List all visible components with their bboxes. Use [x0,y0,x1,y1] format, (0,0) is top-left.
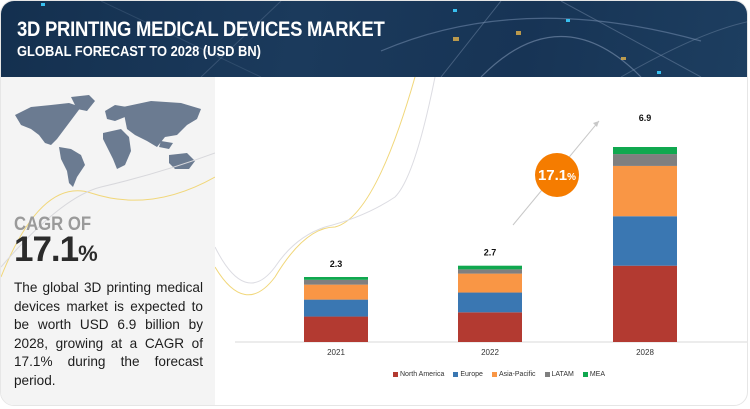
legend-label: MEA [589,371,605,378]
legend-item-north-america: North America [393,371,444,378]
page-title: 3D PRINTING MEDICAL DEVICES MARKET [17,18,385,41]
header-background-lines [41,1,747,77]
summary-panel: CAGR OF 17.1% The global 3D printing med… [1,77,215,405]
bar-segment-north-america-2022 [458,312,522,342]
bar-segment-europe-2028 [613,216,677,266]
cagr-bubble: 17.1% [535,153,579,197]
decorative-curves [1,152,215,278]
total-label-2021: 2.3 [330,259,343,269]
decorative-curve [215,77,416,296]
bar-segment-latam-2028 [613,154,677,166]
stacked-bar-chart: 2.3 2021 2.7 2022 6.9 2028 [215,77,747,405]
bar-segment-latam-2022 [458,269,522,274]
cagr-label: CAGR OF [14,214,92,235]
bar-segment-europe-2021 [304,299,368,317]
legend-label: North America [400,371,445,378]
bar-segment-mea-2028 [613,147,677,155]
legend-item-europe: Europe [453,371,483,378]
legend-swatch [453,372,459,377]
bubble-unit: % [567,171,577,183]
legend-item-latam: LATAM [544,371,574,378]
bar-segment-asia-pacific-2028 [613,165,677,217]
cagr-value: 17.1% [14,230,98,270]
legend-swatch [491,372,497,377]
x-tick-label-2028: 2028 [636,348,654,357]
bar-segment-asia-pacific-2021 [304,284,368,300]
legend-item-asia-pacific: Asia-Pacific [491,371,536,378]
cagr-unit: % [78,241,98,266]
legend-label: Asia-Pacific [498,371,536,378]
decorative-curve [215,77,436,284]
legend-label: Europe [460,371,483,378]
world-map-icon [15,95,201,187]
legend-label: LATAM [551,371,574,378]
bar-segment-north-america-2021 [304,316,368,342]
x-tick-label-2021: 2021 [327,348,345,357]
legend-swatch [582,372,588,377]
bar-segment-europe-2022 [458,292,522,313]
header-banner: 3D PRINTING MEDICAL DEVICES MARKET GLOBA… [1,1,747,77]
market-description: The global 3D printing medical devices m… [14,280,203,388]
legend-swatch [393,372,398,377]
page-subtitle: GLOBAL FORECAST TO 2028 (USD BN) [17,43,261,60]
bar-segment-latam-2021 [304,279,368,285]
cagr-number: 17.1 [14,230,79,269]
bar-segment-asia-pacific-2022 [458,273,522,293]
legend-item-mea: MEA [582,371,605,378]
total-label-2022: 2.7 [484,248,497,258]
bubble-value: 17.1 [537,166,568,184]
bar-segment-mea-2021 [304,277,368,280]
bar-segment-mea-2022 [458,265,522,270]
bar-segment-north-america-2028 [613,265,677,342]
chart-legend: North America Europe Asia-Pacific LATAM MEA [393,371,605,378]
total-label-2028: 6.9 [639,113,652,123]
legend-swatch [544,372,550,377]
x-tick-label-2022: 2022 [481,348,499,357]
chart-canvas: 2.3 2021 2.7 2022 6.9 2028 [215,77,747,357]
growth-arrow-head [593,121,599,127]
